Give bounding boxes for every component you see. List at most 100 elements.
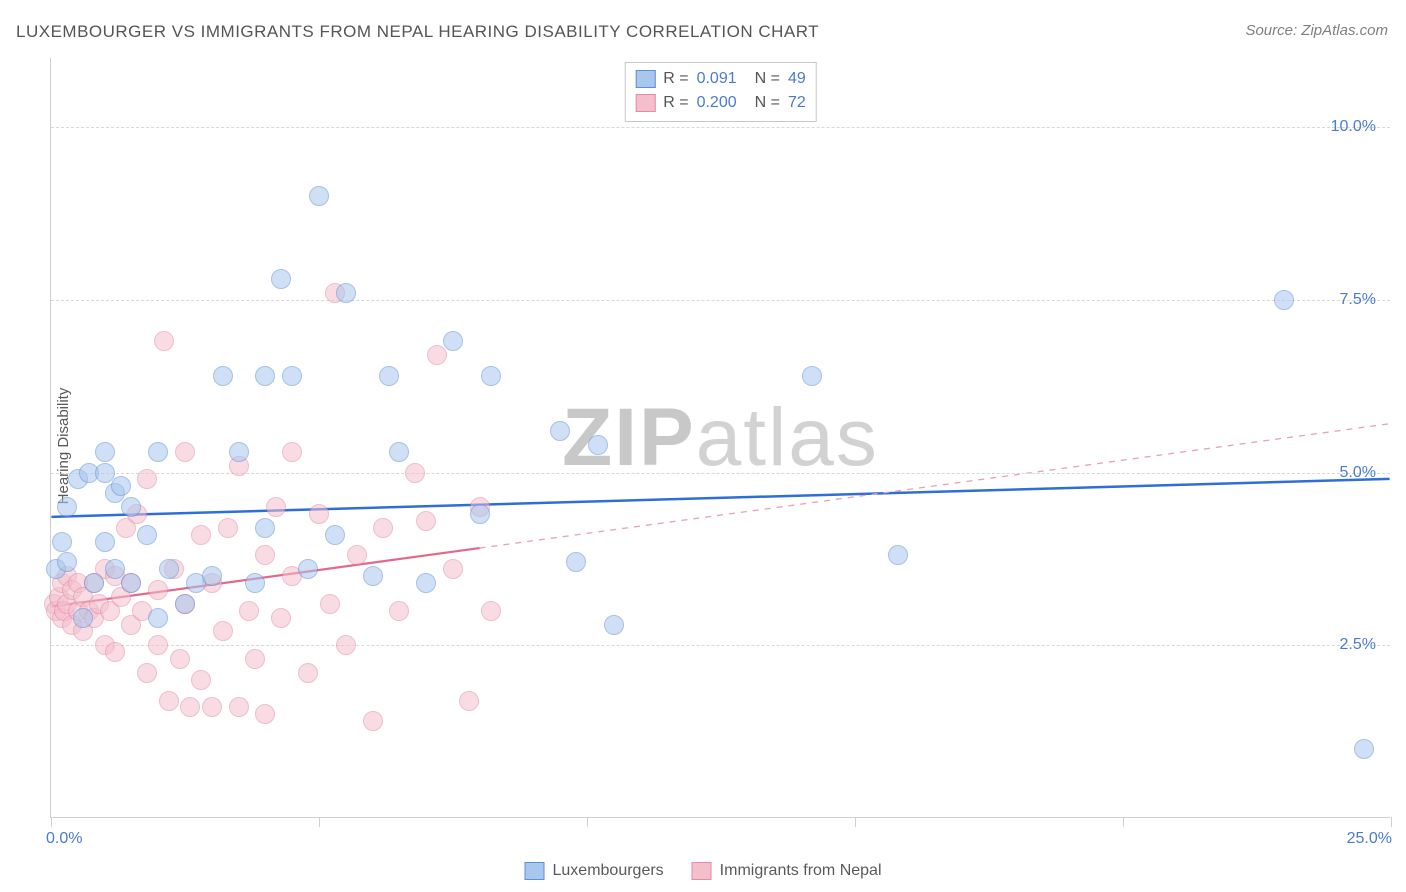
gridline [51, 127, 1390, 128]
scatter-point [416, 573, 436, 593]
scatter-point [282, 442, 302, 462]
scatter-point [255, 366, 275, 386]
scatter-point [888, 545, 908, 565]
scatter-point [105, 642, 125, 662]
scatter-point [170, 649, 190, 669]
scatter-point [325, 525, 345, 545]
legend-series-item: Immigrants from Nepal [692, 862, 882, 880]
y-tick-label: 10.0% [1331, 118, 1376, 136]
scatter-point [137, 469, 157, 489]
scatter-point [202, 697, 222, 717]
scatter-point [1274, 290, 1294, 310]
scatter-point [154, 331, 174, 351]
scatter-point [470, 504, 490, 524]
legend-swatch [635, 70, 655, 88]
scatter-point [255, 518, 275, 538]
scatter-point [271, 269, 291, 289]
gridline [51, 300, 1390, 301]
scatter-point [111, 476, 131, 496]
x-tick [587, 817, 588, 827]
x-tick-label-min: 0.0% [46, 830, 82, 848]
scatter-point [213, 621, 233, 641]
scatter-point [443, 559, 463, 579]
scatter-point [373, 518, 393, 538]
scatter-point [309, 504, 329, 524]
scatter-point [298, 663, 318, 683]
legend-series-item: Luxembourgers [525, 862, 664, 880]
x-tick-label-max: 25.0% [1347, 830, 1392, 848]
scatter-point [148, 580, 168, 600]
scatter-point [73, 608, 93, 628]
legend-swatch [692, 862, 712, 880]
scatter-point [84, 573, 104, 593]
watermark: ZIPatlas [562, 391, 879, 485]
legend-row: R = 0.200N = 72 [635, 91, 806, 115]
scatter-point [175, 442, 195, 462]
scatter-point [266, 497, 286, 517]
scatter-point [389, 442, 409, 462]
scatter-point [481, 366, 501, 386]
scatter-point [443, 331, 463, 351]
scatter-point [282, 366, 302, 386]
x-tick [51, 817, 52, 827]
trend-lines [51, 58, 1390, 817]
scatter-point [320, 594, 340, 614]
scatter-point [245, 573, 265, 593]
scatter-point [298, 559, 318, 579]
scatter-point [1354, 739, 1374, 759]
scatter-point [481, 601, 501, 621]
scatter-point [148, 442, 168, 462]
scatter-point [459, 691, 479, 711]
scatter-point [159, 559, 179, 579]
scatter-point [389, 601, 409, 621]
scatter-point [121, 497, 141, 517]
scatter-point [57, 552, 77, 572]
scatter-point [588, 435, 608, 455]
scatter-point [245, 649, 265, 669]
scatter-point [95, 442, 115, 462]
x-tick [1391, 817, 1392, 827]
legend-correlation: R = 0.091N = 49R = 0.200N = 72 [624, 62, 817, 122]
scatter-point [566, 552, 586, 572]
legend-row: R = 0.091N = 49 [635, 67, 806, 91]
scatter-point [239, 601, 259, 621]
scatter-point [427, 345, 447, 365]
scatter-point [379, 366, 399, 386]
y-tick-label: 2.5% [1340, 636, 1376, 654]
scatter-point [191, 670, 211, 690]
scatter-point [191, 525, 211, 545]
scatter-point [121, 573, 141, 593]
gridline [51, 473, 1390, 474]
legend-series: Luxembourgers Immigrants from Nepal [525, 862, 882, 880]
scatter-point [175, 594, 195, 614]
y-tick-label: 5.0% [1340, 464, 1376, 482]
scatter-point [159, 691, 179, 711]
chart-title: LUXEMBOURGER VS IMMIGRANTS FROM NEPAL HE… [16, 22, 819, 42]
scatter-point [148, 608, 168, 628]
scatter-point [255, 704, 275, 724]
scatter-point [229, 697, 249, 717]
scatter-point [255, 545, 275, 565]
scatter-point [137, 663, 157, 683]
scatter-point [802, 366, 822, 386]
y-tick-label: 7.5% [1340, 291, 1376, 309]
gridline [51, 645, 1390, 646]
scatter-point [363, 566, 383, 586]
scatter-point [57, 497, 77, 517]
scatter-point [336, 635, 356, 655]
source-label: Source: ZipAtlas.com [1245, 22, 1388, 39]
scatter-point [550, 421, 570, 441]
scatter-point [271, 608, 291, 628]
plot-area: ZIPatlas R = 0.091N = 49R = 0.200N = 72 … [50, 58, 1390, 818]
scatter-point [363, 711, 383, 731]
scatter-point [148, 635, 168, 655]
scatter-point [416, 511, 436, 531]
scatter-point [336, 283, 356, 303]
scatter-point [52, 532, 72, 552]
scatter-point [180, 697, 200, 717]
x-tick [319, 817, 320, 827]
scatter-point [405, 463, 425, 483]
scatter-point [218, 518, 238, 538]
scatter-point [213, 366, 233, 386]
scatter-point [137, 525, 157, 545]
